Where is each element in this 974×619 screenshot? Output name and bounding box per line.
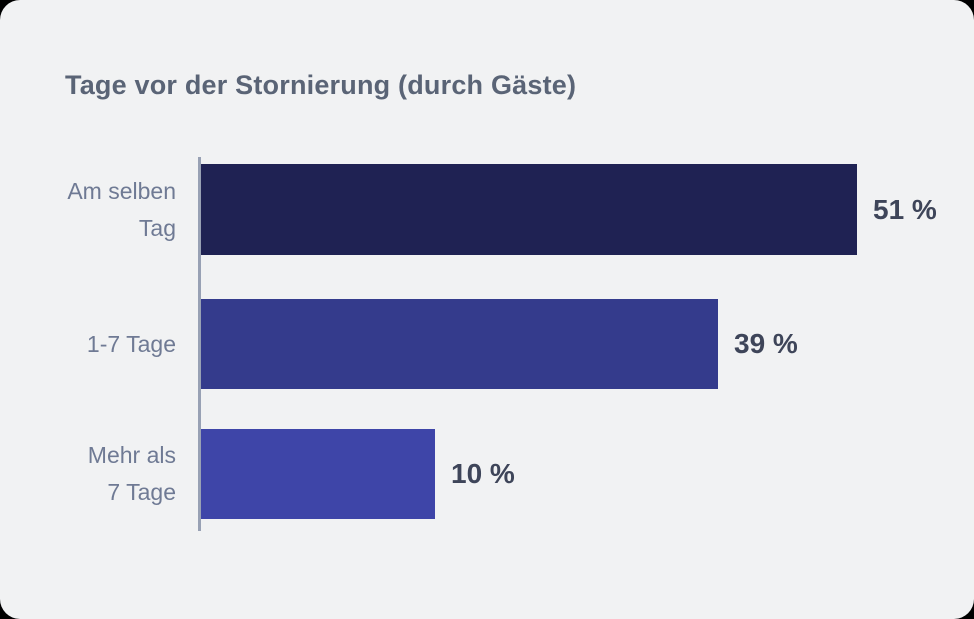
y-axis-line (198, 157, 201, 531)
bar (201, 429, 435, 519)
bar-row: Am selben Tag 51 % (0, 164, 974, 255)
category-label: 1-7 Tage (86, 330, 176, 357)
chart-title: Tage vor der Stornierung (durch Gäste) (65, 70, 577, 100)
value-label: 51 % (873, 193, 937, 225)
bar-row: Mehr als 7 Tage 10 % (0, 429, 974, 519)
bar (201, 299, 718, 389)
category-label: Am selben Tag (67, 177, 176, 241)
category-label: Mehr als 7 Tage (87, 442, 176, 505)
value-label: 39 % (734, 328, 798, 359)
value-label: 10 % (451, 458, 515, 489)
bar (201, 164, 857, 255)
bar-row: 1-7 Tage 39 % (0, 299, 974, 389)
